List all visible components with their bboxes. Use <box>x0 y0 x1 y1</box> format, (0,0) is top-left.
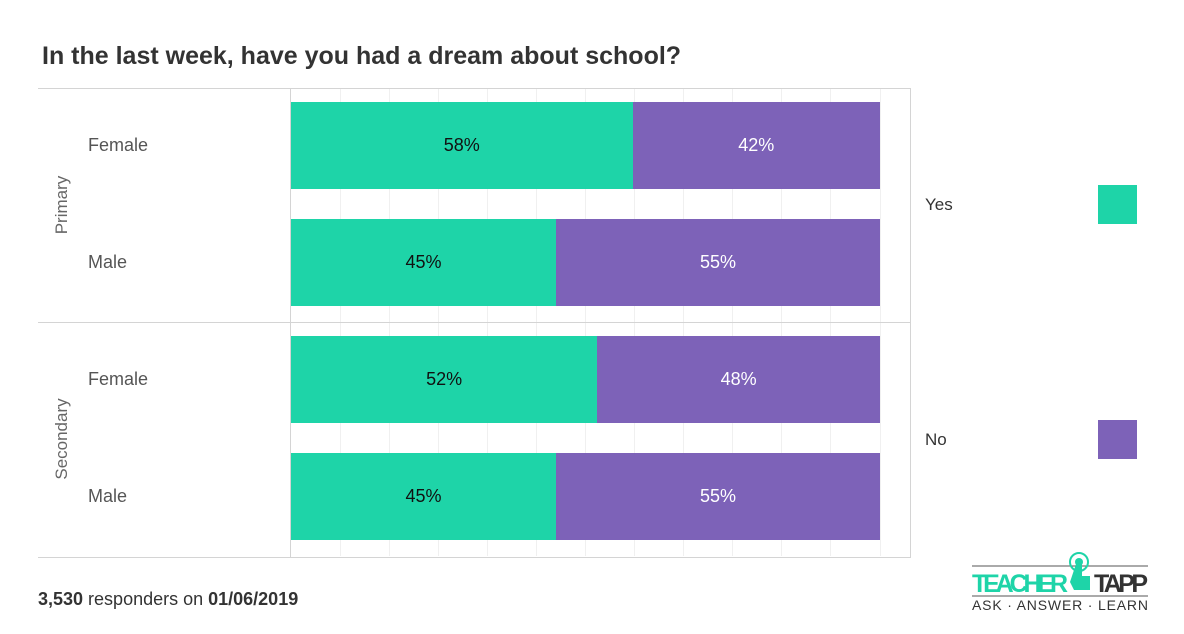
bar-yes: 45% <box>291 219 557 306</box>
bar-no: 55% <box>556 453 880 540</box>
group-label: Primary <box>52 175 71 235</box>
teacher-tapp-logo: TEACHER TAPP ASK · ANSWER · LEARN <box>972 552 1148 613</box>
footer-responders: 3,530 responders on 01/06/2019 <box>38 589 298 610</box>
group-label: Secondary <box>52 398 71 480</box>
responder-count: 3,530 <box>38 589 84 609</box>
bar-yes: 58% <box>291 102 633 189</box>
data-label: 55% <box>700 486 737 506</box>
bar-no: 48% <box>597 336 880 423</box>
legend-swatch <box>1098 185 1137 224</box>
legend-label: No <box>925 430 947 449</box>
group-divider <box>38 322 911 323</box>
footer-text: responders on <box>83 589 209 609</box>
data-label: 58% <box>443 135 480 155</box>
bar-no: 55% <box>556 219 880 306</box>
svg-text:TEACHER: TEACHER <box>972 570 1068 598</box>
row-label: Male <box>88 486 128 506</box>
chart-title: In the last week, have you had a dream a… <box>42 42 682 70</box>
row-label: Female <box>88 135 149 155</box>
data-label: 42% <box>738 135 775 155</box>
data-label: 52% <box>426 369 463 389</box>
row-label: Male <box>88 252 128 272</box>
svg-text:TAPP: TAPP <box>1094 570 1148 598</box>
row-label: Female <box>88 369 149 389</box>
bar-yes: 52% <box>291 336 598 423</box>
data-label: 55% <box>700 252 737 272</box>
bar-yes: 45% <box>291 453 557 540</box>
svg-text:ASK · ANSWER · LEARN: ASK · ANSWER · LEARN <box>972 597 1148 613</box>
survey-date: 01/06/2019 <box>208 589 299 609</box>
label-divider <box>290 88 291 557</box>
data-label: 45% <box>405 252 442 272</box>
bar-no: 42% <box>632 102 880 189</box>
data-label: 48% <box>720 369 757 389</box>
data-label: 45% <box>405 486 442 506</box>
legend-swatch <box>1098 420 1137 459</box>
chart-frame <box>38 88 911 558</box>
legend-label: Yes <box>925 195 953 214</box>
